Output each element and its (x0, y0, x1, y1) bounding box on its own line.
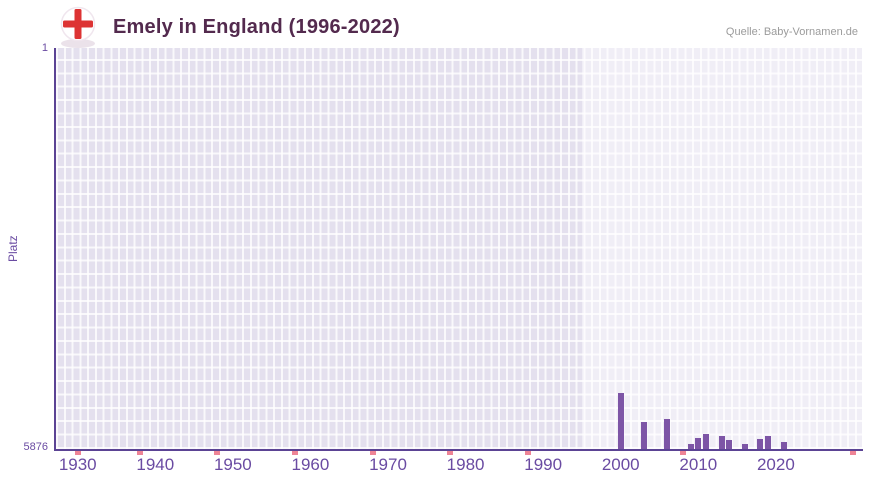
rank-bar-2014[interactable] (726, 440, 733, 449)
no-rank-mark-2030[interactable] (850, 449, 857, 455)
rank-bar-2018[interactable] (757, 439, 764, 449)
chart-header: Emely in England (1996-2022) (57, 4, 400, 50)
rank-bar-2019[interactable] (765, 436, 772, 449)
england-flag-icon (57, 5, 99, 49)
no-rank-mark-1958[interactable] (291, 449, 298, 455)
x-tick-2010: 2010 (679, 455, 718, 474)
no-rank-mark-1978[interactable] (447, 449, 454, 455)
rank-bar-2021[interactable] (780, 442, 787, 449)
no-rank-mark-1938[interactable] (136, 449, 143, 455)
x-tick-1970: 1970 (369, 455, 407, 474)
rank-bar-2000[interactable] (617, 392, 624, 449)
y-tick-worst-rank: 5876 (23, 441, 48, 453)
y-tick-best-rank: 1 (41, 42, 48, 54)
x-axis-tick-labels: 1930 1940 1950 1960 1970 1980 1990 2000 2010 2020 (56, 455, 862, 477)
y-axis-line (54, 48, 56, 451)
x-tick-1990: 1990 (524, 455, 563, 474)
data-period-highlight-band (581, 48, 862, 449)
x-tick-1940: 1940 (136, 455, 175, 474)
rank-bar-2003[interactable] (641, 422, 647, 449)
x-tick-1950: 1950 (213, 455, 252, 474)
source-attribution: Quelle: Baby-Vornamen.de (725, 26, 858, 38)
x-tick-2000: 2000 (601, 455, 640, 474)
rank-bar-2009[interactable] (687, 443, 694, 449)
no-rank-mark-1988[interactable] (524, 449, 531, 455)
rank-bar-2016[interactable] (741, 443, 748, 449)
chart-title: Emely in England (1996-2022) (113, 15, 400, 38)
rank-bar-2010[interactable] (695, 438, 702, 449)
x-tick-1930: 1930 (58, 455, 97, 474)
y-axis-label: Platz (6, 235, 20, 262)
no-rank-mark-2008[interactable] (679, 449, 686, 455)
rank-bar-2011[interactable] (703, 433, 710, 449)
x-tick-1960: 1960 (291, 455, 330, 474)
x-axis-line (55, 449, 863, 451)
x-tick-1980: 1980 (446, 455, 485, 474)
rank-bar-2013[interactable] (718, 436, 725, 449)
x-tick-2020: 2020 (756, 455, 795, 474)
no-rank-mark-1948[interactable] (214, 449, 221, 455)
no-rank-mark-1930[interactable] (74, 449, 81, 455)
no-rank-mark-1968[interactable] (369, 449, 376, 455)
plot-area (56, 48, 862, 455)
rank-bar-2006[interactable] (664, 419, 671, 449)
